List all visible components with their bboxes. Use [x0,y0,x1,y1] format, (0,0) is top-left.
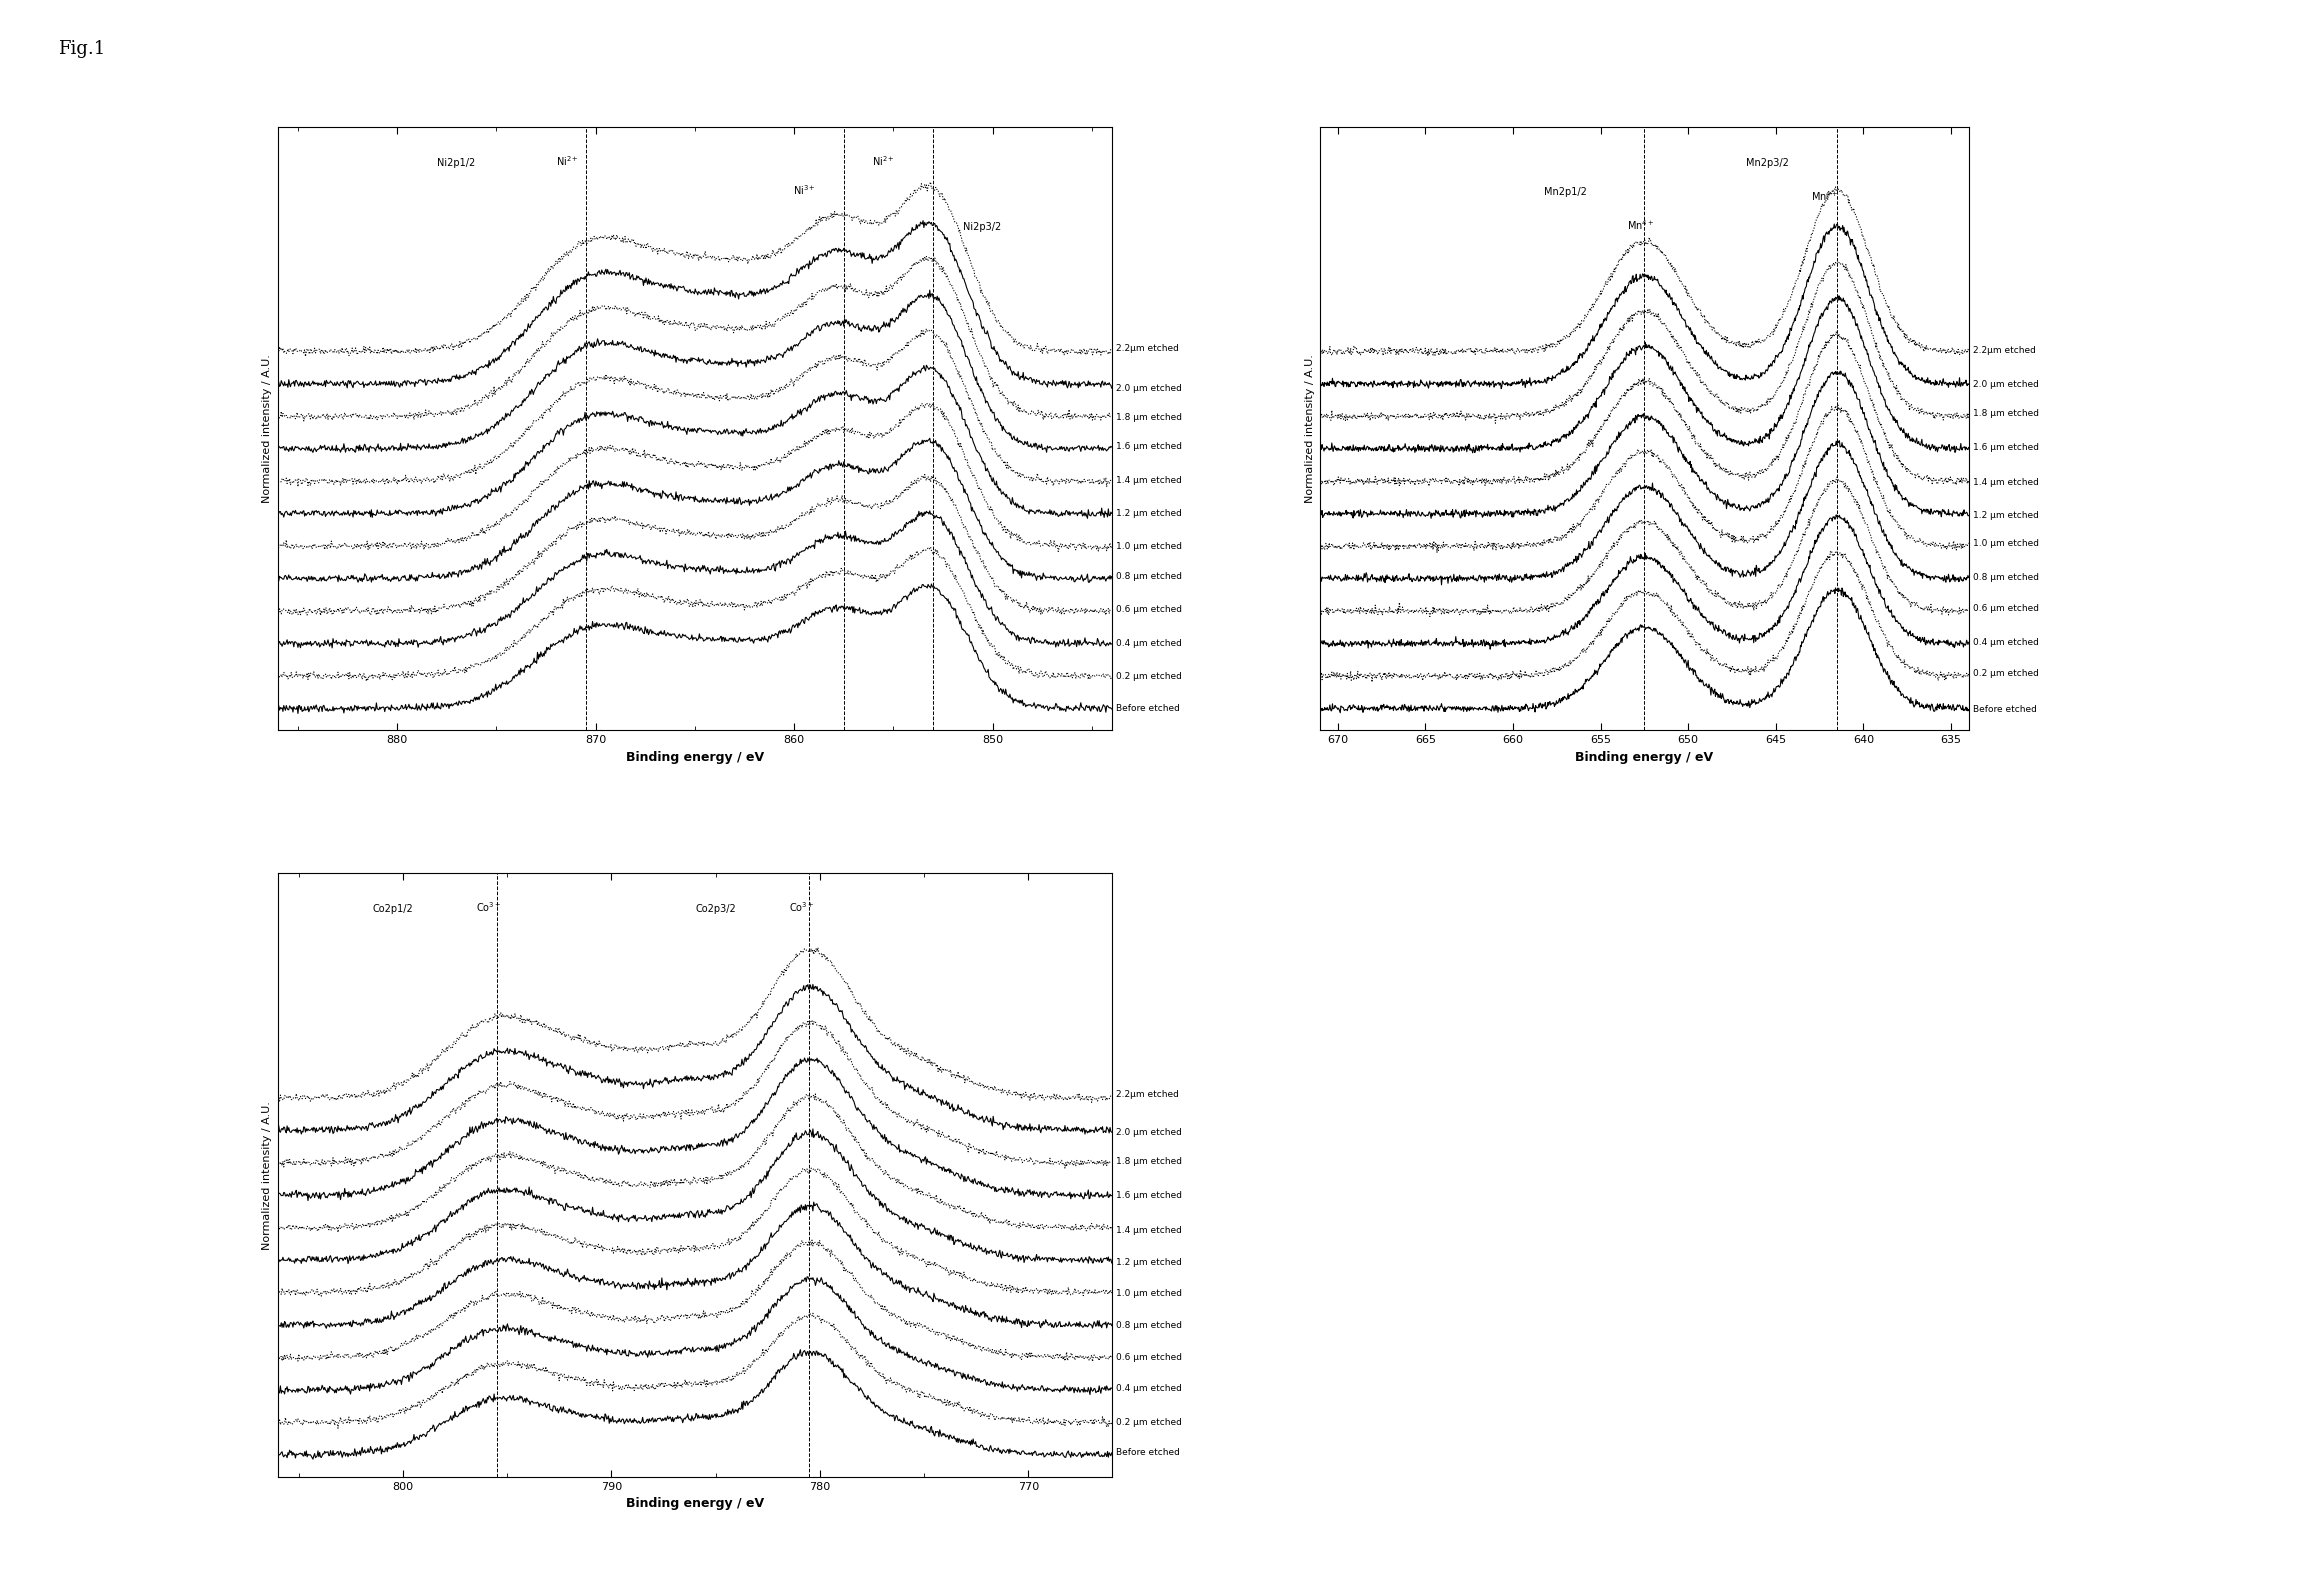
Text: 1.4 μm etched: 1.4 μm etched [1973,478,2038,488]
Text: Ni2p3/2: Ni2p3/2 [963,222,1001,232]
Text: 2.2μm etched: 2.2μm etched [1116,1089,1179,1099]
Text: Ni$^{2+}$: Ni$^{2+}$ [873,154,894,168]
Text: Before etched: Before etched [1116,1448,1179,1458]
Text: 1.6 μm etched: 1.6 μm etched [1973,443,2038,453]
Text: 1.2 μm etched: 1.2 μm etched [1116,508,1181,518]
Text: 0.8 μm etched: 0.8 μm etched [1116,1321,1181,1331]
Text: Before etched: Before etched [1973,705,2036,715]
Text: 0.8 μm etched: 0.8 μm etched [1973,573,2038,581]
Text: 2.2μm etched: 2.2μm etched [1973,346,2036,356]
Text: Mn2p1/2: Mn2p1/2 [1545,187,1586,197]
Text: Co2p3/2: Co2p3/2 [695,904,736,915]
Text: Fig.1: Fig.1 [58,40,104,57]
Text: 0.2 μm etched: 0.2 μm etched [1973,669,2038,678]
Text: Mn$^{4+}$: Mn$^{4+}$ [1626,218,1654,232]
Text: 1.8 μm etched: 1.8 μm etched [1973,410,2038,418]
Text: Co$^{3+}$: Co$^{3+}$ [787,900,813,915]
Text: 1.0 μm etched: 1.0 μm etched [1116,543,1181,551]
Text: Before etched: Before etched [1116,705,1179,713]
Text: 2.2μm etched: 2.2μm etched [1116,345,1179,353]
Y-axis label: Normalized intensity / A.U.: Normalized intensity / A.U. [262,1100,273,1250]
Text: 0.6 μm etched: 0.6 μm etched [1116,605,1181,615]
Text: 0.4 μm etched: 0.4 μm etched [1973,638,2038,646]
X-axis label: Binding energy / eV: Binding energy / eV [1575,751,1714,764]
Text: 0.4 μm etched: 0.4 μm etched [1116,640,1181,648]
Text: 1.2 μm etched: 1.2 μm etched [1116,1258,1181,1267]
Text: Mn$^{4+}$: Mn$^{4+}$ [1811,189,1839,203]
Text: 1.6 μm etched: 1.6 μm etched [1116,1191,1181,1201]
Text: Mn2p3/2: Mn2p3/2 [1746,157,1788,168]
Text: 1.4 μm etched: 1.4 μm etched [1116,476,1181,486]
Text: 0.8 μm etched: 0.8 μm etched [1116,572,1181,581]
Text: 1.6 μm etched: 1.6 μm etched [1116,443,1181,451]
Text: 1.4 μm etched: 1.4 μm etched [1116,1226,1181,1234]
Text: 0.6 μm etched: 0.6 μm etched [1116,1353,1181,1361]
Y-axis label: Normalized intensity / A.U.: Normalized intensity / A.U. [1304,354,1315,503]
Text: Ni$^{3+}$: Ni$^{3+}$ [792,183,815,197]
Text: 1.2 μm etched: 1.2 μm etched [1973,511,2038,521]
Y-axis label: Normalized intensity / A.U.: Normalized intensity / A.U. [262,354,273,503]
Text: Co2p1/2: Co2p1/2 [373,904,412,915]
Text: 2.0 μm etched: 2.0 μm etched [1116,1127,1181,1137]
Text: 2.0 μm etched: 2.0 μm etched [1116,384,1181,392]
X-axis label: Binding energy / eV: Binding energy / eV [625,751,764,764]
Text: 0.2 μm etched: 0.2 μm etched [1116,1418,1181,1428]
Text: 1.0 μm etched: 1.0 μm etched [1116,1288,1181,1297]
Text: 1.8 μm etched: 1.8 μm etched [1116,1158,1181,1166]
X-axis label: Binding energy / eV: Binding energy / eV [625,1497,764,1510]
Text: 1.0 μm etched: 1.0 μm etched [1973,538,2038,548]
Text: 1.8 μm etched: 1.8 μm etched [1116,413,1181,421]
Text: Co$^{3+}$: Co$^{3+}$ [477,900,500,915]
Text: 0.2 μm etched: 0.2 μm etched [1116,672,1181,681]
Text: 0.6 μm etched: 0.6 μm etched [1973,605,2038,613]
Text: 2.0 μm etched: 2.0 μm etched [1973,380,2038,389]
Text: Ni$^{2+}$: Ni$^{2+}$ [556,154,579,168]
Text: 0.4 μm etched: 0.4 μm etched [1116,1383,1181,1393]
Text: Ni2p1/2: Ni2p1/2 [438,157,475,168]
